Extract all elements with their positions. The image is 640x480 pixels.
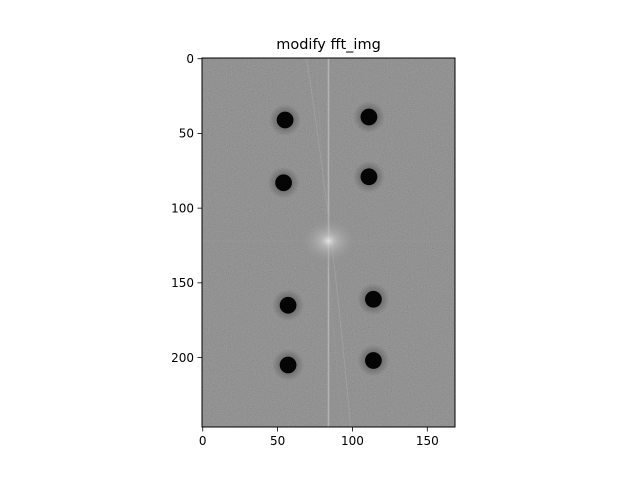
y-tick-label: 100 <box>171 201 194 215</box>
x-tick-label: 100 <box>341 434 364 448</box>
masked-spot <box>280 297 297 314</box>
y-tick-label: 150 <box>171 276 194 290</box>
x-tick-label: 50 <box>270 434 285 448</box>
masked-spot <box>365 352 382 369</box>
y-tick-label: 0 <box>186 52 194 66</box>
x-tick-label: 0 <box>199 434 207 448</box>
masked-spot <box>275 174 292 191</box>
center-bright-spot <box>299 217 359 265</box>
masked-spot <box>365 291 382 308</box>
plot-area <box>202 58 455 427</box>
x-tick-label: 150 <box>416 434 439 448</box>
y-tick-label: 50 <box>179 127 194 141</box>
chart-title: modify fft_img <box>276 37 381 53</box>
masked-spot <box>361 109 378 126</box>
x-axis: 0 50 100 150 <box>199 427 439 448</box>
masked-spot <box>277 112 294 129</box>
masked-spot <box>361 168 378 185</box>
y-tick-label: 200 <box>171 351 194 365</box>
y-axis: 0 50 100 150 200 <box>171 52 202 365</box>
masked-spot <box>280 357 297 374</box>
